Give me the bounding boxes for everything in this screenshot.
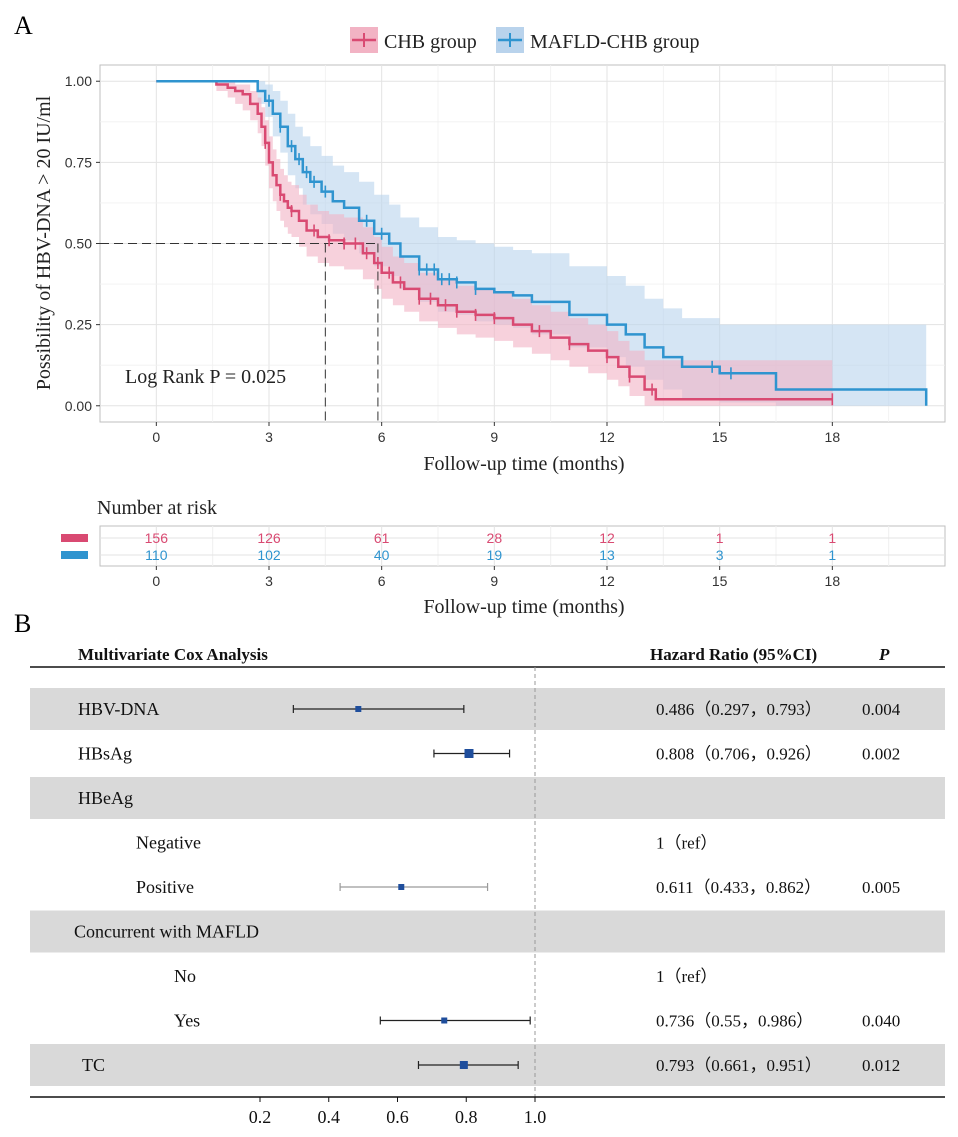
km-x-label: Follow-up time (months) [423,453,624,475]
km-x-tick-label: 12 [599,429,615,445]
risk-cell-mafld: 102 [257,547,281,563]
risk-cell-chb: 28 [487,530,503,546]
km-median-lines [100,243,379,422]
forest-point-estimate [464,749,474,758]
km-band-mafld [156,81,927,406]
risk-cell-mafld: 3 [716,547,724,563]
forest-point-estimate [355,706,362,712]
forest-row-p: 0.040 [862,1012,900,1031]
forest-row-hr-text: 1（ref） [656,834,717,853]
risk-chb-key [61,534,88,542]
forest-row-p: 0.012 [862,1056,900,1075]
legend-chb-label: CHB group [384,31,477,53]
km-x-tick-label: 9 [490,429,498,445]
forest-row-hr-text: 0.486（0.297，0.793） [656,700,822,719]
forest-row-hr-text: 1（ref） [656,967,717,986]
risk-cell-chb: 12 [599,530,615,546]
forest-plot: Multivariate Cox Analysis Hazard Ratio (… [30,645,945,1127]
panel-b-label: B [14,609,31,638]
forest-row-label: TC [82,1055,105,1075]
risk-cell-chb: 156 [145,530,169,546]
forest-row-p: 0.004 [862,700,901,719]
risk-cell-mafld: 19 [487,547,503,563]
forest-row-label: No [174,966,196,986]
forest-row-label: Negative [136,833,201,853]
forest-header-hr: Hazard Ratio (95%CI) [650,645,817,664]
km-y-tick-label: 1.00 [65,73,92,89]
risk-x-ticks: 0 3 6 9 12 15 18 [152,566,840,589]
risk-cell-chb: 61 [374,530,390,546]
forest-rows: HBV-DNA 0.486（0.297，0.793） 0.004 HBsAg 0.808… [30,688,945,1086]
log-rank-annotation: Log Rank P = 0.025 [125,366,286,388]
forest-row-label: Concurrent with MAFLD [74,922,259,942]
km-plot: 0.00 0.25 0.50 0.75 1.00 0 3 6 9 12 15 18 [65,64,946,445]
forest-point-estimate [398,884,405,890]
forest-tick-label: 0.8 [455,1107,478,1127]
forest-row-hr-text: 0.793（0.661，0.951） [656,1056,822,1075]
km-y-tick-label: 0.75 [65,154,92,170]
forest-row-p: 0.002 [862,745,900,764]
forest-tick-label: 1.0 [524,1107,547,1127]
forest-row-hr-text: 0.808（0.706，0.926） [656,745,822,764]
forest-row-hr-text: 0.736（0.55，0.986） [656,1012,813,1031]
forest-row-label: HBsAg [78,744,132,764]
forest-row-label: Yes [174,1011,200,1031]
risk-x-tick-label: 3 [265,573,273,589]
forest-point-estimate [459,1061,468,1069]
risk-x-label: Follow-up time (months) [423,596,624,618]
risk-table-title: Number at risk [97,497,217,519]
forest-tick-label: 0.2 [249,1107,272,1127]
risk-cell-mafld: 13 [599,547,615,563]
risk-grid [100,526,945,566]
forest-row-hr-text: 0.611（0.433，0.862） [656,878,821,897]
km-x-tick-label: 0 [152,429,160,445]
legend: CHB group MAFLD-CHB group [350,27,699,53]
risk-mafld-key [61,551,88,559]
forest-row-p: 0.005 [862,878,900,897]
forest-header-title: Multivariate Cox Analysis [78,645,268,664]
km-x-tick-label: 18 [825,429,841,445]
risk-cell-mafld: 110 [145,547,168,563]
risk-cell-chb: 1 [828,530,836,546]
km-y-tick-label: 0.50 [65,236,92,252]
forest-row-stripe [30,910,945,953]
forest-row-label: HBV-DNA [78,699,159,719]
forest-row-label: HBeAg [78,788,133,808]
risk-x-tick-label: 12 [599,573,615,589]
risk-panel-border [99,525,946,567]
risk-x-tick-label: 18 [825,573,841,589]
km-censor-marks [264,94,834,406]
forest-row-stripe [30,777,945,819]
risk-x-tick-label: 0 [152,573,160,589]
km-x-ticks: 0 3 6 9 12 15 18 [152,422,840,445]
km-y-tick-label: 0.25 [65,317,92,333]
risk-x-tick-label: 9 [490,573,498,589]
forest-axis-ticks: 0.2 0.4 0.6 0.8 1.0 [249,1097,547,1127]
forest-tick-label: 0.6 [386,1107,409,1127]
forest-point-estimate [441,1017,448,1024]
panel-a-label: A [14,11,33,40]
forest-tick-label: 0.4 [318,1107,341,1127]
risk-cell-chb: 126 [257,530,281,546]
risk-cell-mafld: 1 [828,547,836,563]
km-x-tick-label: 6 [378,429,386,445]
risk-x-tick-label: 15 [712,573,728,589]
km-x-tick-label: 15 [712,429,728,445]
forest-header-p: P [878,645,890,664]
km-y-label: Possibility of HBV-DNA > 20 IU/ml [33,95,55,390]
km-y-tick-label: 0.00 [65,398,92,414]
risk-x-tick-label: 6 [378,573,386,589]
km-y-ticks: 0.00 0.25 0.50 0.75 1.00 [65,73,100,414]
risk-cell-chb: 1 [716,530,724,546]
legend-mafld-label: MAFLD-CHB group [530,31,699,53]
forest-row-label: Positive [136,877,194,897]
risk-cell-mafld: 40 [374,547,390,563]
forest-row-stripe [30,688,945,730]
km-x-tick-label: 3 [265,429,273,445]
